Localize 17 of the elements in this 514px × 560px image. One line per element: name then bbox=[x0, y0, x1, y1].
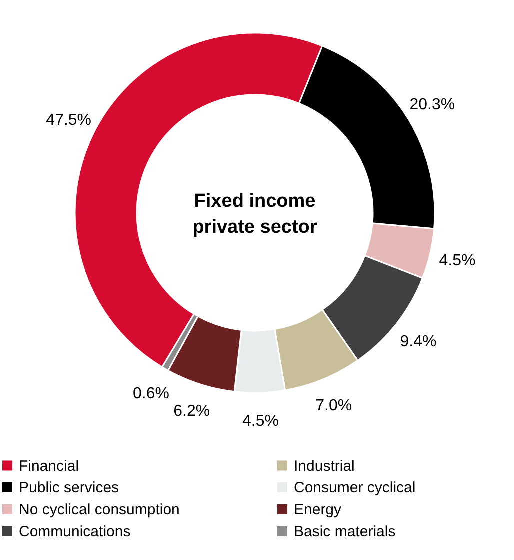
legend-label: Consumer cyclical bbox=[294, 480, 416, 496]
data-label: 4.5% bbox=[439, 252, 476, 270]
legend-label: Industrial bbox=[294, 458, 355, 475]
data-label: 0.6% bbox=[133, 385, 170, 402]
data-label: 6.2% bbox=[174, 403, 210, 420]
data-label: 47.5% bbox=[46, 112, 92, 130]
legend-label: Energy bbox=[294, 502, 342, 518]
data-label: 4.5% bbox=[242, 412, 279, 430]
legend-label: No cyclical consumption bbox=[19, 502, 180, 518]
legend-label: Communications bbox=[19, 524, 131, 540]
legend-label: Public services bbox=[19, 480, 120, 496]
data-label: 20.3% bbox=[410, 96, 456, 114]
legend-label: Financial bbox=[19, 458, 80, 475]
text: Fixed income private sector bbox=[192, 191, 318, 238]
data-label: 9.4% bbox=[400, 334, 437, 351]
legend-label: Basic materials bbox=[294, 524, 396, 540]
data-label: 7.0% bbox=[316, 397, 352, 414]
